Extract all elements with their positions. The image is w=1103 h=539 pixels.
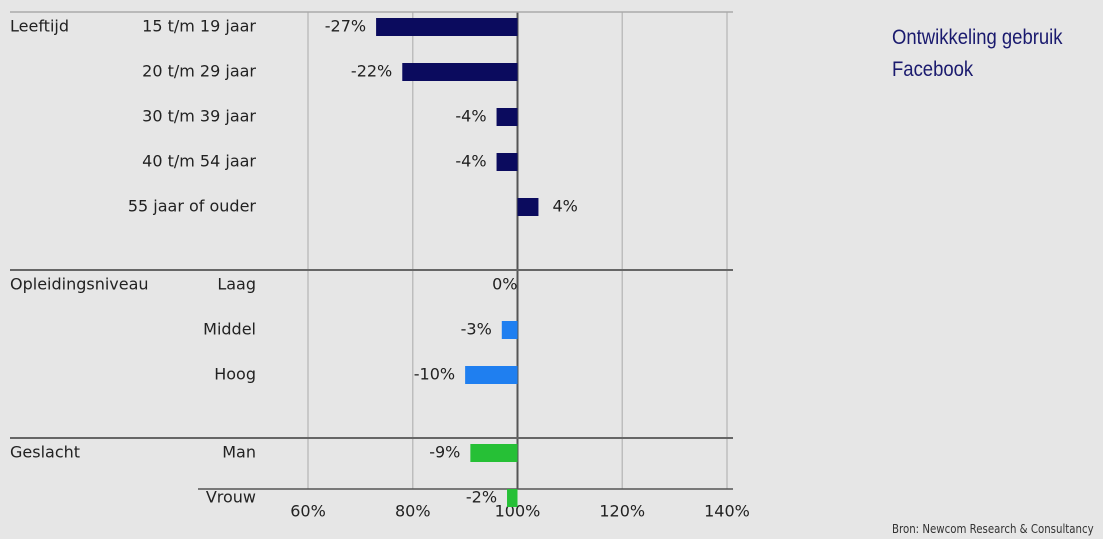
value-label: -10% — [414, 365, 455, 384]
x-tick-label: 120% — [599, 502, 645, 521]
y-tick-label: Vrouw — [206, 488, 256, 507]
y-tick-label: Hoog — [214, 365, 256, 384]
value-label: -4% — [455, 152, 486, 171]
bar — [376, 18, 518, 36]
value-label: -4% — [455, 107, 486, 126]
value-label: 4% — [552, 197, 577, 216]
bar — [507, 489, 518, 507]
source-note: Bron: Newcom Research & Consultancy — [892, 522, 1094, 536]
bar — [402, 63, 518, 81]
bar — [465, 366, 518, 384]
bar — [517, 198, 539, 216]
y-tick-label: Middel — [203, 320, 256, 339]
x-tick-label: 140% — [704, 502, 750, 521]
bar — [496, 108, 518, 126]
value-label: -9% — [429, 443, 460, 462]
x-tick-label: 100% — [495, 502, 541, 521]
value-label: 0% — [492, 275, 517, 294]
group-label: Leeftijd — [10, 17, 69, 36]
x-tick-label: 80% — [395, 502, 431, 521]
value-label: -2% — [466, 488, 497, 507]
value-label: -27% — [325, 17, 366, 36]
group-label: Geslacht — [10, 443, 80, 462]
value-label: -22% — [351, 62, 392, 81]
bar — [501, 321, 518, 339]
group-label: Opleidingsniveau — [10, 275, 149, 294]
y-tick-label: 30 t/m 39 jaar — [142, 107, 256, 126]
y-tick-label: 40 t/m 54 jaar — [142, 152, 256, 171]
chart-title: Ontwikkeling gebruik Facebook — [892, 26, 1063, 81]
value-label: -3% — [461, 320, 492, 339]
y-tick-label: Man — [222, 443, 256, 462]
y-tick-label: 15 t/m 19 jaar — [142, 17, 256, 36]
y-tick-label: 20 t/m 29 jaar — [142, 62, 256, 81]
x-tick-label: 60% — [290, 502, 326, 521]
bar — [496, 153, 518, 171]
y-tick-label: Laag — [217, 275, 256, 294]
bar — [470, 444, 518, 462]
y-tick-label: 55 jaar of ouder — [128, 197, 257, 216]
